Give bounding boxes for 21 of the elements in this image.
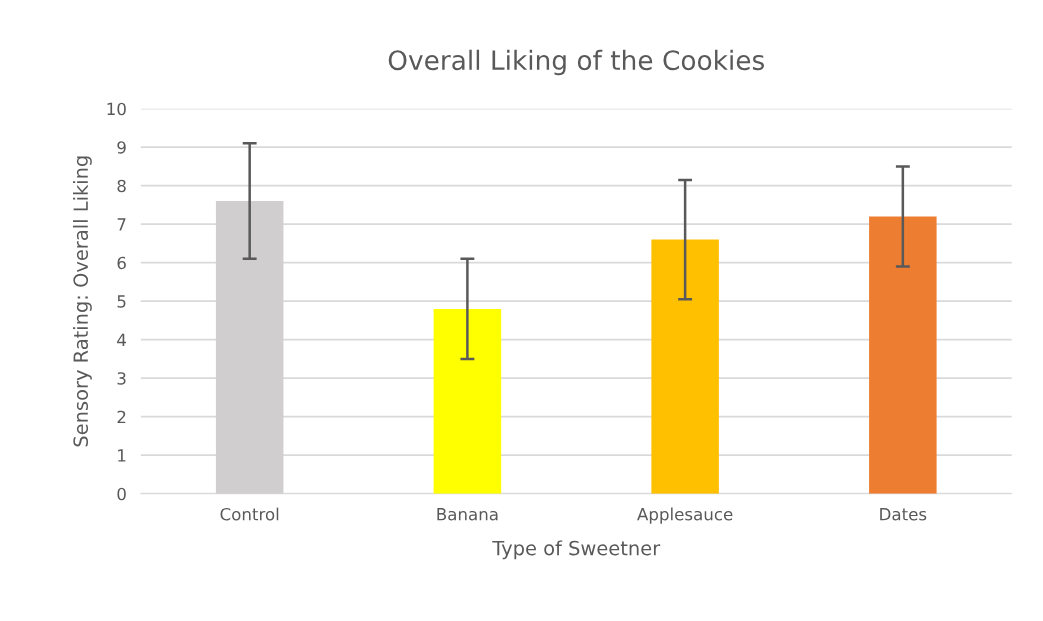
x-axis-title: Type of Sweetner	[492, 540, 661, 560]
x-tick-label: Dates	[880, 508, 927, 521]
bar	[433, 308, 502, 494]
y-tick-label: 0	[117, 487, 126, 501]
y-tick-label: 4	[117, 333, 126, 347]
bar	[651, 239, 719, 494]
chart-title: Overall Liking of the Cookies	[388, 49, 764, 76]
x-tick-label: Banana	[437, 508, 498, 521]
bar	[869, 216, 937, 494]
y-tick-label: 5	[117, 295, 126, 308]
y-tick-label: 1	[118, 449, 126, 462]
x-tick-label: Applesauce	[637, 507, 733, 524]
y-tick-label: 7	[117, 218, 126, 231]
y-tick-label: 9	[117, 141, 126, 154]
y-tick-label: 10	[107, 102, 126, 116]
y-tick-label: 3	[117, 372, 126, 385]
x-tick-label: Control	[220, 507, 279, 521]
y-axis-title: Sensory Rating: Overall Liking	[73, 156, 92, 447]
y-tick-label: 8	[117, 179, 126, 193]
y-tick-label: 2	[117, 410, 126, 424]
y-tick-label: 6	[117, 256, 126, 270]
